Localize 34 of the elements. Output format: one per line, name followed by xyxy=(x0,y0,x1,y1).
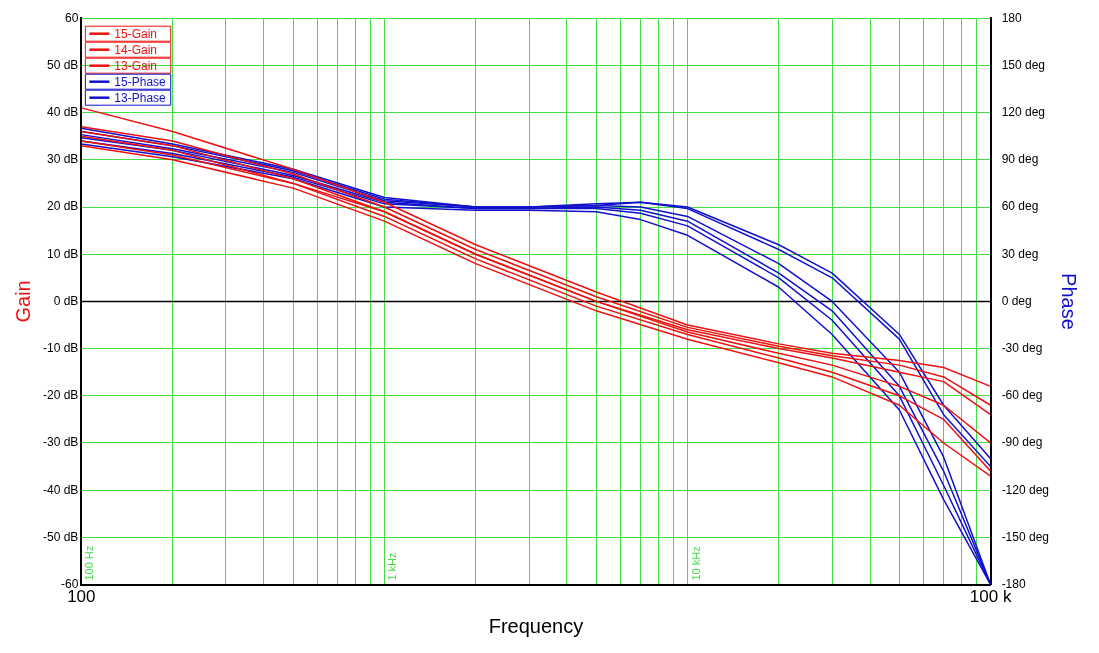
legend-label: 15-Phase xyxy=(114,75,167,90)
y2-axis-title: Phase xyxy=(1058,273,1081,330)
y-tick-label: 40 dB xyxy=(47,104,79,119)
y2-tick-label: -90 deg xyxy=(1001,435,1043,450)
y2-tick-label: -120 deg xyxy=(1001,482,1049,497)
y-axis-title: Gain xyxy=(11,280,34,323)
y-tick-label: -40 dB xyxy=(43,482,79,497)
y2-tick-label: 30 deg xyxy=(1001,246,1039,261)
x-axis-title: Frequency xyxy=(488,614,584,637)
y2-tick-label: 150 deg xyxy=(1001,57,1046,72)
y2-tick-label: 120 deg xyxy=(1001,104,1046,119)
y-tick-label: 10 dB xyxy=(47,246,79,261)
y2-tick-label: -60 deg xyxy=(1001,388,1043,403)
y-tick-label: 0 dB xyxy=(53,293,79,308)
legend-label: 14-Gain xyxy=(114,43,158,58)
legend-label: 15-Gain xyxy=(114,27,158,42)
annotation: 10 kHz xyxy=(689,546,702,581)
y2-tick-label: -30 deg xyxy=(1001,340,1043,355)
y-tick-label: 20 dB xyxy=(47,199,79,214)
y-tick-label: -20 dB xyxy=(43,388,79,403)
annotation: 1 kHz xyxy=(386,552,399,581)
y2-tick-label: 90 deg xyxy=(1001,152,1039,167)
y2-tick-label: 0 deg xyxy=(1001,293,1032,308)
y-tick-label: -10 dB xyxy=(43,340,79,355)
y2-tick-label: -150 deg xyxy=(1001,529,1049,544)
y-tick-label: -50 dB xyxy=(43,529,79,544)
y-tick-label: 60 xyxy=(65,10,79,25)
legend-label: 13-Phase xyxy=(114,91,167,106)
y2-tick-label: 180 xyxy=(1001,10,1022,25)
annotation: 100 Hz xyxy=(83,545,96,581)
y-tick-label: 30 dB xyxy=(47,152,79,167)
y-tick-label: -30 dB xyxy=(43,435,79,450)
y-tick-label: 50 dB xyxy=(47,57,79,72)
y2-tick-label: 60 deg xyxy=(1001,199,1039,214)
